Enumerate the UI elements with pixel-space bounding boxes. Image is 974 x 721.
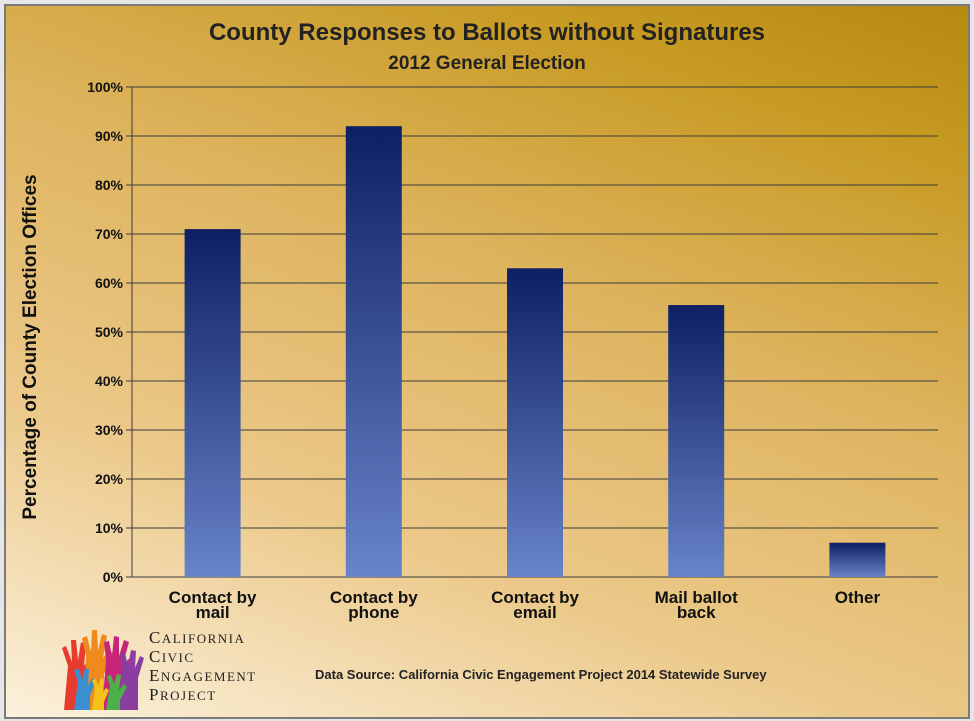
y-tick-label: 0% xyxy=(103,569,124,585)
ccep-logo: CALIFORNIA CIVIC ENGAGEMENT PROJECT xyxy=(54,626,284,716)
bar xyxy=(184,229,241,577)
x-category-label: Contact by mail xyxy=(169,588,257,622)
x-category-label: Contact by email xyxy=(491,588,579,622)
y-tick-label: 70% xyxy=(95,226,124,242)
x-category-label: Contact by phone xyxy=(330,588,418,622)
logo-line-1: CALIFORNIA xyxy=(149,628,246,647)
logo-wordmark: CALIFORNIA CIVIC ENGAGEMENT PROJECT xyxy=(149,629,257,705)
y-tick-label: 60% xyxy=(95,275,124,291)
y-tick-label: 40% xyxy=(95,373,124,389)
y-tick-label: 50% xyxy=(95,324,124,340)
logo-line-3: ENGAGEMENT xyxy=(149,666,257,685)
bar xyxy=(668,305,725,577)
data-source-note: Data Source: California Civic Engagement… xyxy=(315,667,767,682)
raised-hands-icon xyxy=(62,630,144,710)
y-tick-label: 90% xyxy=(95,128,124,144)
logo-line-2: CIVIC xyxy=(149,647,195,666)
y-tick-label: 10% xyxy=(95,520,124,536)
x-category-label: Mail ballot back xyxy=(655,588,738,622)
y-tick-label: 20% xyxy=(95,471,124,487)
x-category-label: Other xyxy=(835,588,881,607)
y-tick-label: 30% xyxy=(95,422,124,438)
bar xyxy=(829,542,886,577)
chart-frame: County Responses to Ballots without Sign… xyxy=(4,4,970,719)
y-tick-label: 100% xyxy=(87,79,123,95)
bar xyxy=(345,126,402,577)
bar-chart: 0% 10% 20% 30% 40% 50% 60% 70% 80% 90% 100% Contac… xyxy=(87,79,938,622)
chart-title: County Responses to Ballots without Sign… xyxy=(208,19,766,46)
y-tick-label: 80% xyxy=(95,177,124,193)
chart-subtitle: 2012 General Election xyxy=(388,53,586,74)
bar xyxy=(507,268,563,577)
logo-line-4: PROJECT xyxy=(149,685,217,704)
